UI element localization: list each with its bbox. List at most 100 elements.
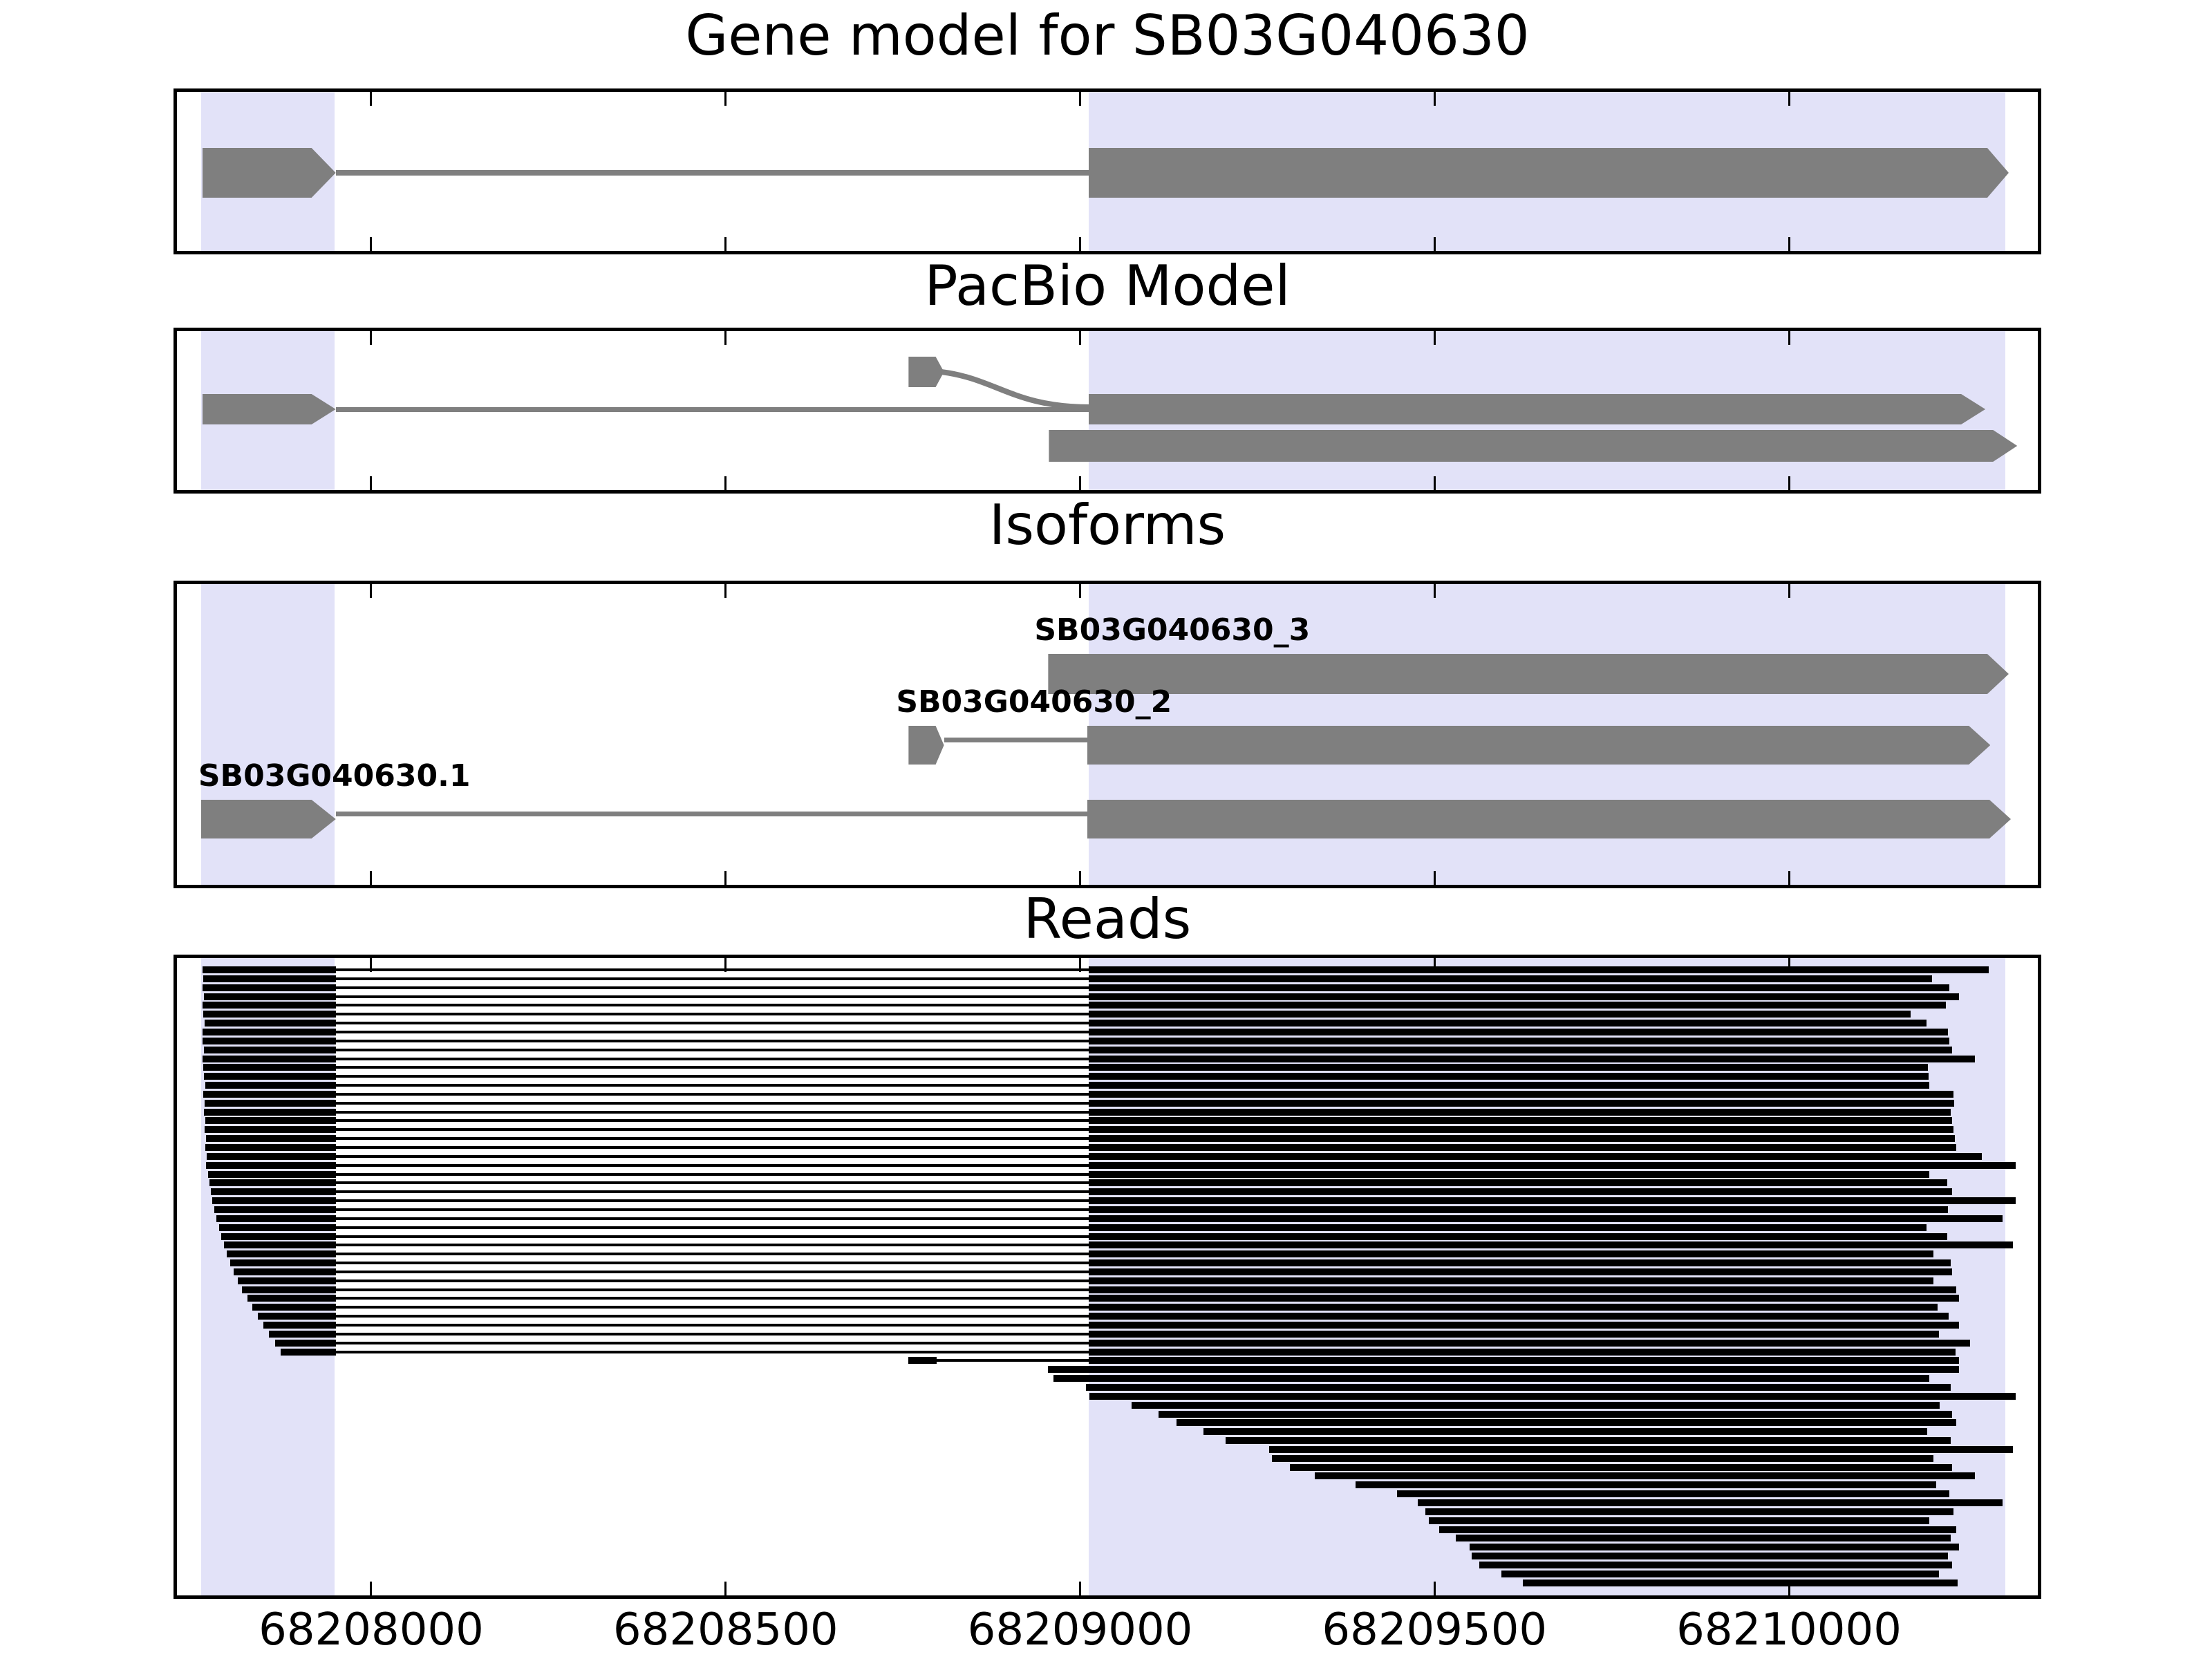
read-intron-line (335, 1110, 1089, 1114)
read-bar (214, 1206, 336, 1213)
read-bar (205, 1082, 336, 1089)
read-intron-line (335, 1341, 1089, 1344)
read-bar (203, 975, 336, 982)
read-bar (1314, 1472, 1975, 1480)
x-tick-mark (724, 331, 727, 345)
read-bar (1290, 1463, 1952, 1471)
read-bar (1088, 1286, 1957, 1293)
x-tick-mark (1788, 584, 1790, 598)
read-bar (1088, 975, 1933, 982)
read-bar (205, 1144, 336, 1151)
isoform3-label: SB03G040630_3 (1034, 612, 1311, 648)
read-bar (238, 1277, 336, 1284)
read-bar (1088, 1135, 1955, 1143)
read-intron-line (335, 1279, 1089, 1282)
x-tick-mark (370, 584, 373, 598)
read-bar (908, 1357, 937, 1365)
read-intron-line (335, 1084, 1089, 1087)
read-bar (204, 1020, 336, 1027)
read-intron-line (335, 1075, 1089, 1078)
pacbio-upper-exon1 (203, 394, 336, 424)
read-bar (257, 1313, 336, 1320)
x-tick-mark (1079, 92, 1082, 106)
x-tick-mark (1079, 871, 1082, 885)
read-bar (1088, 1268, 1952, 1275)
x-tick-mark (1079, 476, 1082, 490)
read-bar (1088, 993, 1960, 1000)
read-bar (1088, 1197, 2016, 1205)
read-intron-line (335, 1217, 1089, 1220)
read-intron-line (335, 1235, 1089, 1238)
x-tick-mark (724, 958, 727, 972)
read-intron-line (335, 1181, 1089, 1185)
x-tick-mark (1433, 871, 1436, 885)
read-bar (206, 1135, 336, 1143)
x-tick-mark (1433, 92, 1436, 106)
read-bar (1439, 1526, 1957, 1533)
isoform2-exon (1087, 726, 1991, 765)
x-tick-mark (724, 476, 727, 490)
read-intron-line (335, 1030, 1089, 1033)
read-bar (1429, 1517, 1930, 1524)
x-tick-mark (370, 331, 373, 345)
pacbio-small-exon (908, 357, 944, 387)
read-intron-line (335, 1128, 1089, 1132)
read-intron-line (335, 1199, 1089, 1203)
isoform2-label: SB03G040630_2 (896, 684, 1172, 720)
read-intron-line (335, 1208, 1089, 1211)
read-bar (1356, 1481, 1937, 1489)
read-bar (206, 1161, 336, 1169)
read-bar (204, 1126, 336, 1134)
read-intron-line (335, 1137, 1089, 1141)
read-intron-line (335, 1253, 1089, 1256)
read-intron-line (335, 1324, 1089, 1327)
read-intron-line (335, 968, 1089, 971)
read-intron-line (335, 1013, 1089, 1016)
x-tick-mark (1079, 237, 1082, 251)
isoforms-panel-title: Isoforms (988, 493, 1226, 557)
read-intron-line (335, 1022, 1089, 1025)
read-bar (1417, 1499, 2003, 1506)
read-bar (216, 1215, 336, 1222)
read-bar (1088, 1170, 1930, 1178)
read-bar (1088, 1295, 1960, 1302)
read-bar (1088, 1002, 1946, 1009)
read-bar (218, 1224, 336, 1231)
x-tick-mark (1079, 958, 1082, 972)
x-axis-tick-label: 68208000 (259, 1604, 484, 1656)
x-tick-mark (1433, 476, 1436, 490)
read-intron-line (335, 1244, 1089, 1247)
read-bar (1088, 1224, 1927, 1231)
gene-exon1 (203, 148, 336, 198)
read-bar (263, 1322, 336, 1329)
isoform1-label: SB03G040630.1 (198, 758, 471, 794)
read-bar (1088, 1188, 1952, 1196)
read-bar (1501, 1570, 1940, 1577)
read-bar (1088, 1215, 2003, 1222)
read-bar (1272, 1454, 1934, 1462)
read-bar (209, 1179, 336, 1187)
x-tick-mark (1788, 871, 1790, 885)
read-bar (252, 1304, 336, 1311)
x-tick-mark (370, 871, 373, 885)
read-bar (204, 1099, 336, 1107)
read-bar (1088, 1055, 1975, 1062)
x-axis-tick-label: 68208500 (612, 1604, 838, 1656)
isoform2-small-exon (908, 726, 944, 765)
isoforms-panel-border (174, 581, 2041, 888)
read-intron-line (335, 1101, 1089, 1105)
read-bar (1471, 1553, 1948, 1560)
x-tick-mark (1788, 1582, 1790, 1595)
read-bar (1456, 1535, 1951, 1542)
read-bar (1088, 1259, 1951, 1267)
x-axis-tick-label: 68209500 (1322, 1604, 1548, 1656)
read-bar (203, 1046, 336, 1053)
read-intron-line (335, 1048, 1089, 1051)
read-intron-line (335, 1262, 1089, 1265)
read-bar (1469, 1544, 1960, 1551)
x-tick-mark (370, 958, 373, 972)
pacbio-panel-title: PacBio Model (924, 254, 1291, 318)
x-tick-mark (370, 476, 373, 490)
